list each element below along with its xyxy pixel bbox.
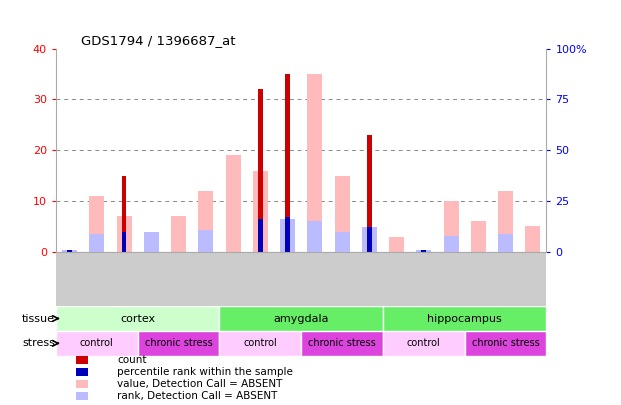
Bar	[443, 236, 458, 252]
Bar	[56, 331, 138, 356]
Text: chronic stress: chronic stress	[145, 338, 212, 348]
Text: control: control	[80, 338, 114, 348]
Text: percentile rank within the sample: percentile rank within the sample	[117, 367, 293, 377]
Bar	[76, 380, 88, 388]
Bar	[285, 217, 290, 252]
Bar	[219, 306, 383, 331]
Bar	[498, 234, 513, 252]
Bar	[225, 156, 240, 252]
Bar	[76, 392, 88, 401]
Bar	[498, 191, 513, 252]
Bar	[171, 216, 186, 252]
Bar	[383, 306, 546, 331]
Bar	[258, 220, 263, 252]
Bar	[465, 331, 546, 356]
Bar	[56, 306, 219, 331]
Bar	[383, 331, 465, 356]
Bar	[367, 228, 372, 252]
Text: control: control	[407, 338, 441, 348]
Bar	[471, 222, 486, 252]
Bar	[525, 226, 540, 252]
Bar	[362, 228, 377, 252]
Bar	[307, 222, 322, 252]
Bar	[62, 250, 77, 252]
Text: amygdala: amygdala	[273, 313, 329, 324]
Text: count: count	[117, 355, 147, 365]
Bar	[122, 176, 127, 252]
Text: GDS1794 / 1396687_at: GDS1794 / 1396687_at	[81, 34, 235, 47]
Text: control: control	[243, 338, 277, 348]
Bar	[416, 250, 432, 252]
Text: cortex: cortex	[120, 313, 155, 324]
Bar	[89, 234, 104, 252]
Bar	[258, 89, 263, 252]
Bar	[76, 368, 88, 376]
Bar	[422, 250, 426, 252]
Text: rank, Detection Call = ABSENT: rank, Detection Call = ABSENT	[117, 392, 278, 401]
Bar	[301, 331, 383, 356]
Bar	[122, 232, 127, 252]
Bar	[117, 216, 132, 252]
Text: hippocampus: hippocampus	[427, 313, 502, 324]
Bar	[198, 230, 213, 252]
Bar	[67, 250, 72, 252]
Text: chronic stress: chronic stress	[472, 338, 540, 348]
Bar	[389, 237, 404, 252]
Bar	[307, 74, 322, 252]
Bar	[335, 232, 350, 252]
Bar	[367, 135, 372, 252]
Text: chronic stress: chronic stress	[308, 338, 376, 348]
Text: stress: stress	[22, 338, 55, 348]
Text: value, Detection Call = ABSENT: value, Detection Call = ABSENT	[117, 379, 283, 389]
Bar	[219, 331, 301, 356]
Bar	[76, 356, 88, 364]
Bar	[335, 176, 350, 252]
Bar	[253, 171, 268, 252]
Bar	[285, 74, 290, 252]
Bar	[89, 196, 104, 252]
Bar	[443, 201, 458, 252]
Bar	[138, 331, 219, 356]
Text: tissue: tissue	[22, 313, 55, 324]
Bar	[144, 232, 159, 252]
Bar	[198, 191, 213, 252]
Bar	[280, 220, 295, 252]
